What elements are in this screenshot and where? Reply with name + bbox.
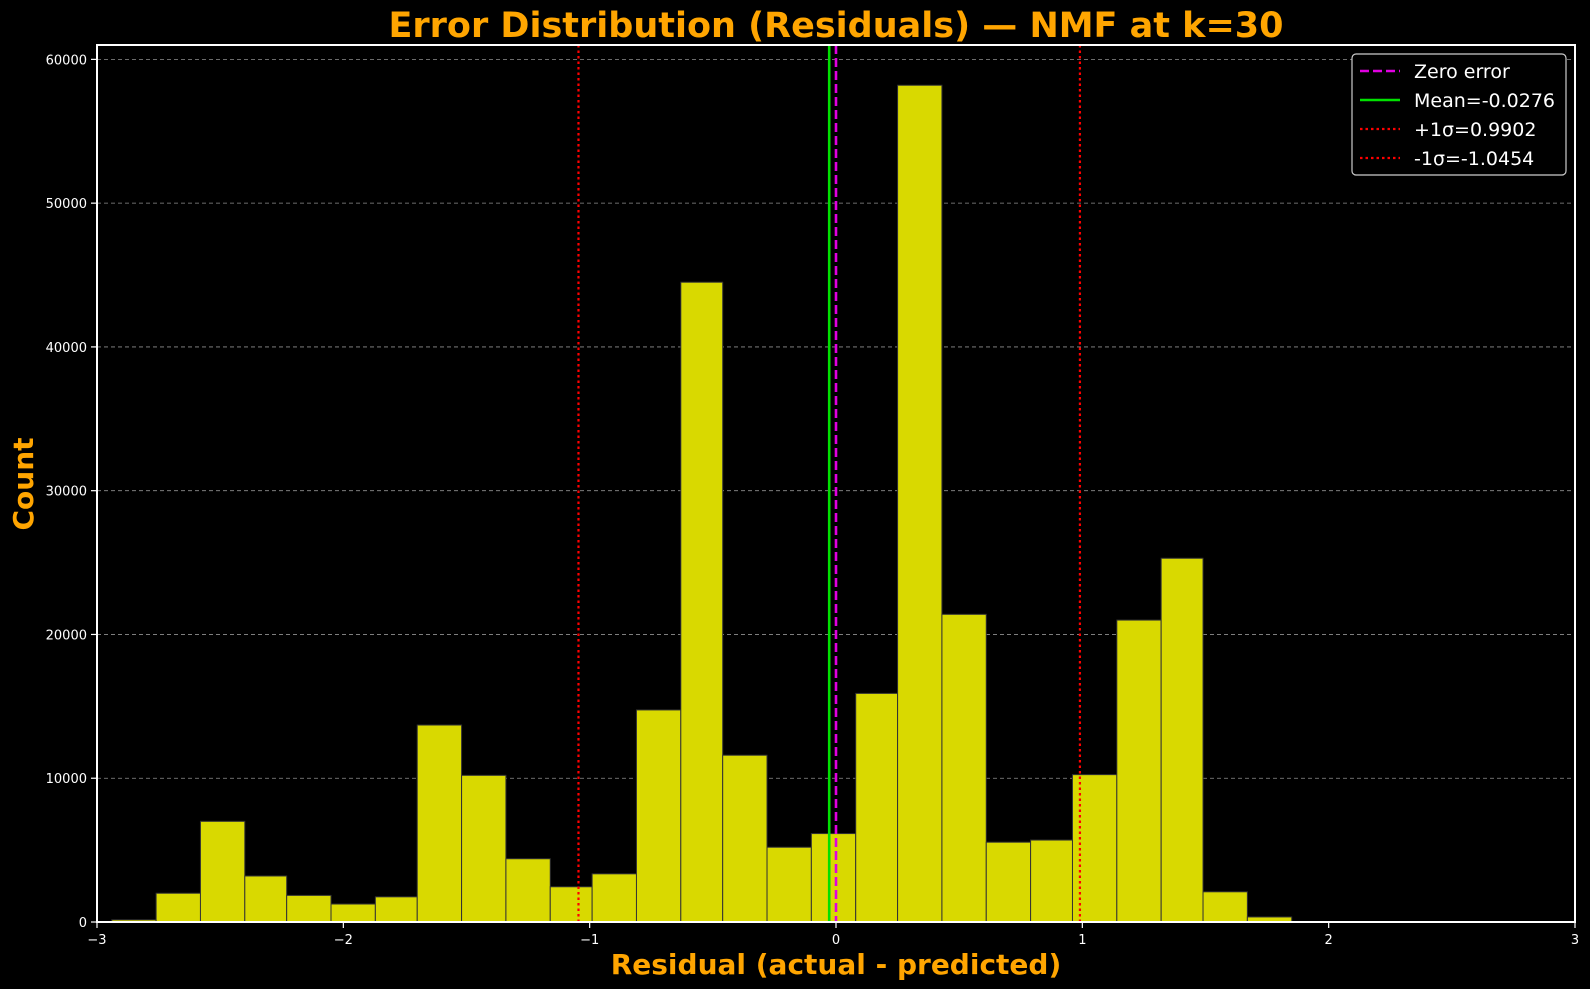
grid-layer [97,58,1575,779]
histogram-bar [286,894,332,923]
histogram-bar [635,709,682,923]
y-tick-label: 30000 [46,485,87,500]
histogram-bar [810,833,857,923]
histogram-bar [549,886,593,923]
histogram-bar [374,896,418,923]
histogram-bar [416,724,463,923]
x-tick-label: 0 [832,933,840,948]
legend-label: Mean=-0.0276 [1414,90,1555,112]
legend-label: +1σ=0.9902 [1414,119,1536,141]
y-axis-label: Count [7,437,40,530]
x-tick-label: 1 [1078,933,1086,948]
bars-layer [111,84,1337,923]
y-tick-label: 60000 [46,53,87,68]
x-tick-label: −1 [580,933,599,948]
histogram-bar [722,754,768,923]
histogram-bar [155,892,201,923]
histogram-bar [330,903,376,923]
y-tick-label: 50000 [46,197,87,212]
legend: Zero error Mean=-0.0276 +1σ=0.9902 -1σ=-1.0… [1351,53,1567,176]
x-tick-label: 3 [1571,933,1579,948]
y-tick-label: 40000 [46,341,87,356]
histogram-bar [855,692,899,923]
y-tick-label: 0 [79,916,87,931]
x-tick-label: −3 [87,933,106,948]
chart-title: Error Distribution (Residuals) — NMF at … [389,6,1284,46]
x-tick-label: −2 [334,933,353,948]
legend-box [1351,53,1567,176]
histogram-bar [199,820,246,923]
legend-items: Zero error Mean=-0.0276 +1σ=0.9902 -1σ=-1.0… [1360,61,1555,170]
histogram-bar [680,281,724,923]
histogram-bar [505,858,551,923]
histogram-bar [985,841,1032,923]
x-tick-label: 2 [1325,933,1333,948]
y-tick-label: 10000 [46,772,87,787]
histogram-bar [461,774,507,923]
legend-label: Zero error [1414,61,1510,83]
histogram-bar [244,875,288,923]
histogram-bar [591,873,637,923]
histogram-bar [766,846,812,923]
x-axis-label: Residual (actual - predicted) [611,948,1062,981]
histogram-bar [1116,619,1162,923]
histogram-bar [1202,891,1248,923]
reference-lines-layer [577,45,1082,922]
histogram-bar [1160,557,1204,923]
y-tick-label: 20000 [46,628,87,643]
ticks-layer: −3 −2 −1 0 1 2 3 0 10000 20000 30000 40000 50000 6000… [46,53,1580,948]
histogram-bar [897,84,943,923]
histogram-bar [941,613,987,923]
legend-label: -1σ=-1.0454 [1414,148,1534,170]
histogram-bar [1030,839,1073,923]
